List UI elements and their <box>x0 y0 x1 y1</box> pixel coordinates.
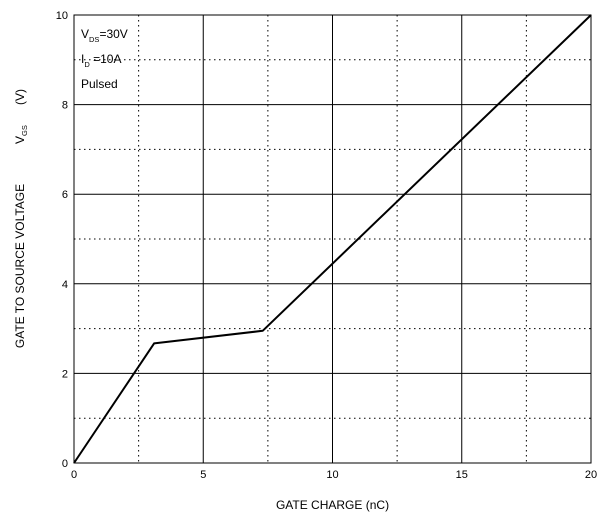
y-tick-label: 0 <box>62 458 68 470</box>
condition-annotation: Pulsed <box>81 77 118 91</box>
annotation-main: V <box>81 27 89 41</box>
y-tick-label: 10 <box>56 10 68 22</box>
annotation-main: Pulsed <box>81 77 118 91</box>
annotation-layer: VDS=30V ID =10A Pulsed <box>81 27 128 91</box>
y-tick-label: 2 <box>62 368 68 380</box>
x-axis-title: GATE CHARGE (nC) <box>276 498 389 512</box>
annotation-value: =10A <box>90 52 122 66</box>
x-tick-label: 0 <box>71 469 77 481</box>
condition-annotation: ID =10A <box>81 52 121 69</box>
y-axis-title-main: GATE TO SOURCE VOLTAGE <box>13 184 27 348</box>
annotation-subscript: DS <box>89 35 99 44</box>
y-axis-title: GATE TO SOURCE VOLTAGE VGS (V) <box>13 89 29 348</box>
x-tick-label: 10 <box>326 469 338 481</box>
x-tick-label: 15 <box>456 469 468 481</box>
y-axis-title-symbol: VGS <box>13 125 29 144</box>
x-tick-label: 20 <box>585 469 597 481</box>
y-tick-label: 8 <box>62 100 68 112</box>
tick-layer: 0 5 10 15 20 0 2 4 6 8 10 <box>56 10 597 481</box>
grid-layer <box>74 15 591 463</box>
x-tick-label: 5 <box>200 469 206 481</box>
y-tick-label: 4 <box>62 279 68 291</box>
condition-annotation: VDS=30V <box>81 27 128 44</box>
annotation-value: =30V <box>99 27 127 41</box>
y-tick-label: 6 <box>62 189 68 201</box>
y-axis-symbol-subscript: GS <box>20 125 29 136</box>
y-axis-symbol: V <box>13 136 27 144</box>
y-axis-unit: (V) <box>13 89 27 105</box>
